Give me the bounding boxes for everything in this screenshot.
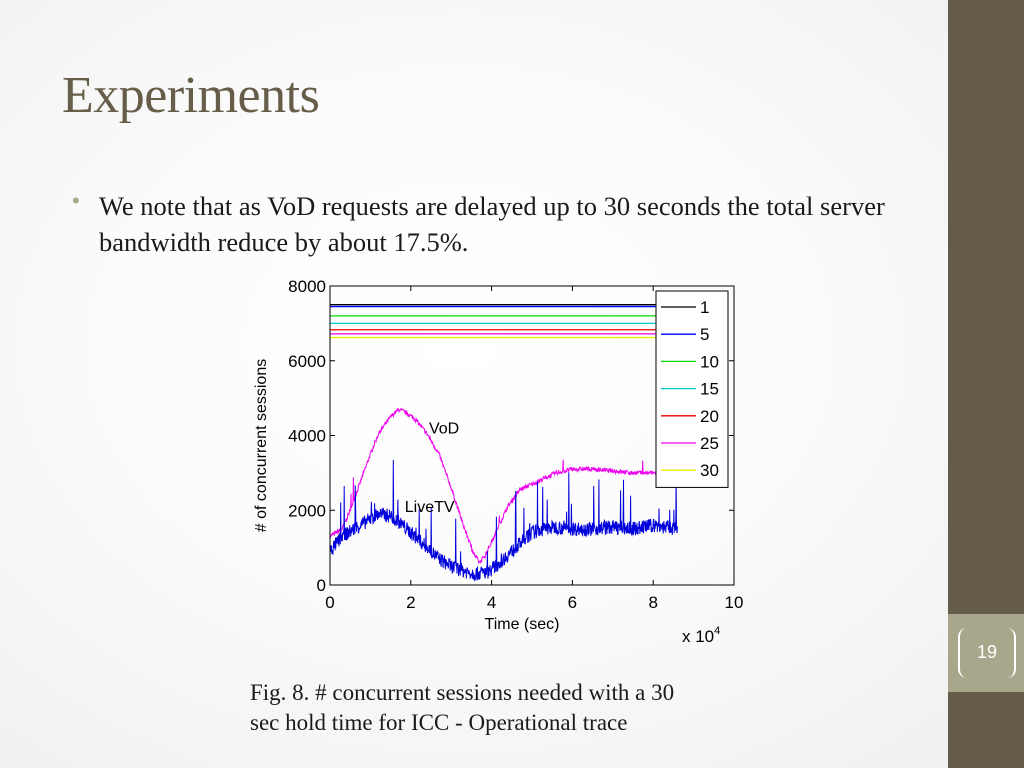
x-tick-label: 6: [568, 593, 577, 612]
page-number-brace: [958, 628, 1016, 678]
legend-label: 10: [700, 352, 719, 371]
y-tick-label: 2000: [288, 501, 326, 520]
x-tick-label: 4: [487, 593, 496, 612]
slide-title: Experiments: [62, 67, 320, 124]
x-axis-multiplier-exponent: 4: [714, 625, 720, 637]
y-tick-label: 8000: [288, 277, 326, 296]
figure-caption: Fig. 8. # concurrent sessions needed wit…: [250, 678, 810, 738]
caption-line-2: sec hold time for ICC - Operational trac…: [250, 710, 628, 735]
legend-label: 25: [700, 434, 719, 453]
bullet-text: We note that as VoD requests are delayed…: [99, 191, 885, 257]
x-axis-label: Time (sec): [485, 616, 560, 633]
y-tick-label: 4000: [288, 427, 326, 446]
legend-label: 1: [700, 298, 709, 317]
x-axis-multiplier-base: x 10: [682, 627, 714, 646]
x-tick-label: 10: [725, 593, 744, 612]
bullet-dot-icon: •: [72, 188, 80, 213]
caption-line-1: Fig. 8. # concurrent sessions needed wit…: [250, 680, 675, 705]
legend-label: 30: [700, 461, 719, 480]
vod-trace-line: [329, 407, 658, 565]
page-number-box: [948, 614, 1024, 692]
x-tick-label: 2: [406, 593, 415, 612]
x-tick-label: 0: [325, 593, 334, 612]
legend-label: 5: [700, 325, 709, 344]
x-tick-label: 8: [648, 593, 657, 612]
x-axis-multiplier: x 104: [682, 625, 720, 646]
page-number: 19: [976, 642, 998, 662]
y-tick-label: 0: [317, 576, 326, 595]
legend-label: 15: [700, 380, 719, 399]
axes-frame: [329, 285, 735, 586]
y-axis-label: # of concurrent sessions: [253, 359, 270, 532]
curve-annotation: VoD: [429, 421, 459, 438]
livetv-trace-line: [329, 459, 678, 582]
y-tick-label: 6000: [288, 352, 326, 371]
legend-label: 20: [700, 407, 719, 426]
curve-annotation: LiveTV: [405, 499, 455, 516]
